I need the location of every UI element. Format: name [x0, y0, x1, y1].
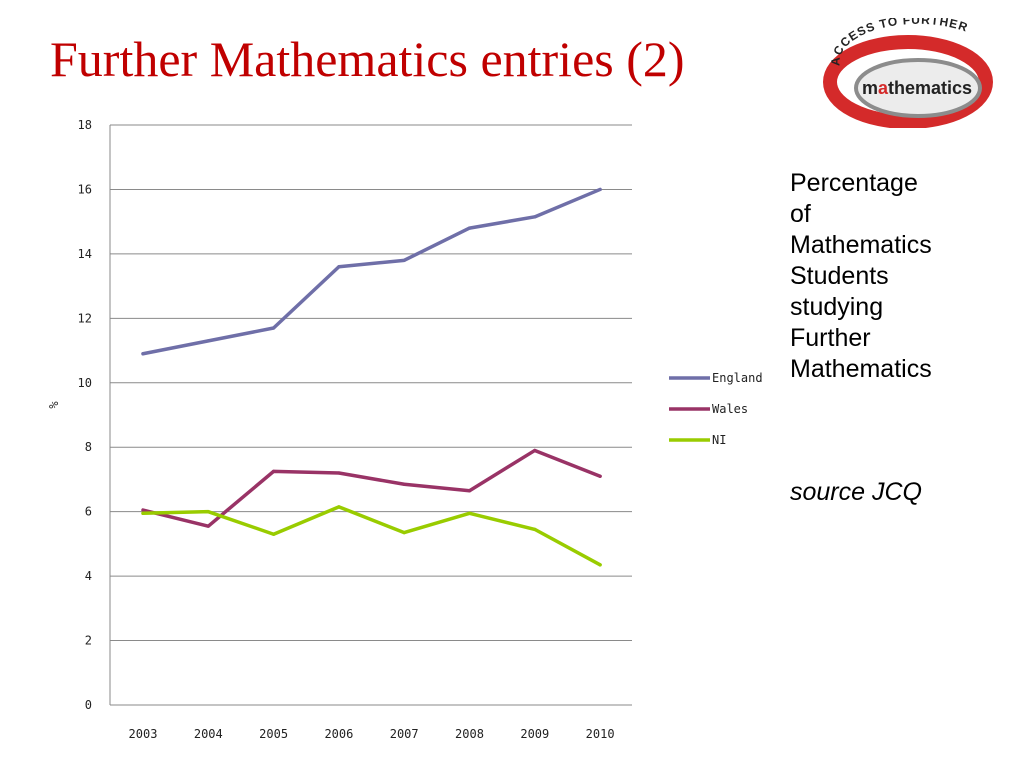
chart-legend: England Wales NI: [669, 371, 763, 447]
data-point-england: [402, 258, 406, 262]
data-point-wales: [272, 469, 276, 473]
slide-title: Further Mathematics entries (2): [50, 31, 685, 87]
y-tick-labels: 0 2 4 6 8 10 12 14 16 18: [78, 118, 92, 712]
access-to-further-mathematics-logo: ACCESS TO FURTHER mathematics: [823, 18, 993, 128]
data-point-england: [337, 265, 341, 269]
y-tick-label: 10: [78, 376, 92, 390]
x-tick-label: 2003: [129, 727, 158, 741]
data-point-ni: [337, 505, 341, 509]
series-line-england: [141, 187, 602, 356]
x-tick-label: 2008: [455, 727, 484, 741]
logo-wordmark: mathematics: [862, 78, 972, 98]
y-tick-label: 8: [85, 440, 92, 454]
x-tick-labels: 2003 2004 2005 2006 2007 2008 2009 2010: [129, 727, 615, 741]
data-point-ni: [533, 527, 537, 531]
data-point-ni: [467, 511, 472, 515]
data-point-ni: [272, 532, 276, 536]
y-tick-label: 14: [78, 247, 92, 261]
y-axis-label: %: [47, 401, 61, 409]
description-line: studying: [790, 293, 884, 321]
description-line: Mathematics: [790, 231, 932, 259]
data-point-ni: [402, 531, 406, 535]
source-note: source JCQ: [790, 478, 922, 506]
logo-word-highlight: a: [878, 78, 889, 98]
x-tick-label: 2005: [259, 727, 288, 741]
x-tick-label: 2007: [390, 727, 419, 741]
y-tick-label: 18: [78, 118, 92, 132]
logo-word-prefix: m: [862, 78, 878, 98]
x-tick-label: 2009: [520, 727, 549, 741]
description-line: Further: [790, 324, 871, 352]
data-point-wales: [598, 474, 602, 478]
chart-series: [141, 187, 602, 567]
series-ni: [141, 505, 602, 567]
legend-label-ni: NI: [712, 433, 726, 447]
x-tick-label: 2010: [586, 727, 615, 741]
y-tick-label: 4: [85, 569, 92, 583]
data-point-wales: [206, 524, 210, 528]
logo-grey-ring: [854, 58, 982, 118]
data-point-england: [206, 339, 210, 343]
data-point-ni: [141, 511, 145, 515]
chart-grid: [110, 124, 632, 706]
description-line: Students: [790, 262, 889, 290]
data-point-england: [533, 215, 537, 219]
y-tick-label: 2: [85, 634, 92, 648]
data-point-wales: [141, 508, 145, 512]
data-point-wales: [402, 482, 406, 486]
description-line: Percentage: [790, 169, 918, 197]
series-wales: [141, 448, 602, 528]
chart-description: Percentage of Mathematics Students study…: [790, 168, 1010, 385]
data-point-wales: [337, 471, 341, 475]
logo-red-ring: [823, 35, 993, 128]
x-tick-label: 2006: [324, 727, 353, 741]
data-point-england: [598, 187, 602, 192]
x-tick-label: 2004: [194, 727, 223, 741]
data-point-england: [141, 352, 145, 356]
data-point-england: [467, 226, 472, 230]
description-line: of: [790, 200, 811, 228]
description-line: Mathematics: [790, 355, 932, 383]
legend-label-wales: Wales: [712, 402, 748, 416]
series-line-wales: [141, 448, 602, 528]
series-line-ni: [141, 505, 602, 567]
logo-word-suffix: thematics: [888, 78, 972, 98]
y-tick-label: 0: [85, 698, 92, 712]
y-tick-label: 16: [78, 182, 92, 196]
data-point-ni: [206, 510, 210, 514]
data-point-wales: [533, 448, 537, 453]
data-point-wales: [467, 489, 472, 493]
y-tick-label: 12: [78, 311, 92, 325]
series-england: [141, 187, 602, 356]
data-point-england: [272, 326, 276, 330]
y-tick-label: 6: [85, 505, 92, 519]
legend-label-england: England: [712, 371, 763, 385]
data-point-ni: [598, 563, 602, 567]
